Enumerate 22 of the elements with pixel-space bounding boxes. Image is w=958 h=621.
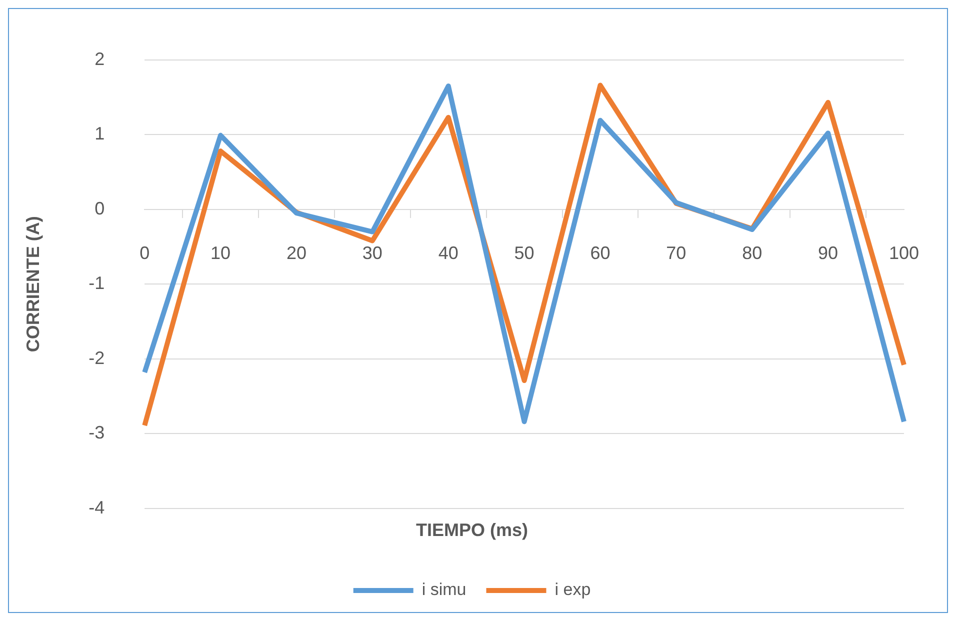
x-tick-label: 70 [666,243,686,264]
x-tick-label: 60 [590,243,610,264]
y-tick-label: 0 [94,198,105,218]
x-tick-label: 100 [888,243,920,264]
x-tick-label: 80 [742,243,762,264]
y-tick-label: -3 [88,422,105,443]
x-tick-label: 40 [438,243,458,264]
x-tick-label: 0 [140,243,150,264]
x-tick-label: 30 [362,243,382,264]
x-tick-label: 90 [818,243,838,264]
x-tick-label: 10 [210,243,231,264]
legend-label: i exp [554,580,591,600]
x-tick-label: 50 [514,243,534,264]
y-tick-label: -2 [88,348,105,368]
legend-label: i simu [422,580,466,600]
y-tick-label: 2 [94,48,105,69]
y-axis-title: CORRIENTE (A) [22,216,43,352]
y-tick-label: -1 [88,273,105,294]
y-tick-label: 1 [94,124,105,144]
x-axis-title: TIEMPO (ms) [416,520,528,540]
x-tick-label: 20 [286,243,306,264]
y-tick-label: -4 [88,497,105,518]
